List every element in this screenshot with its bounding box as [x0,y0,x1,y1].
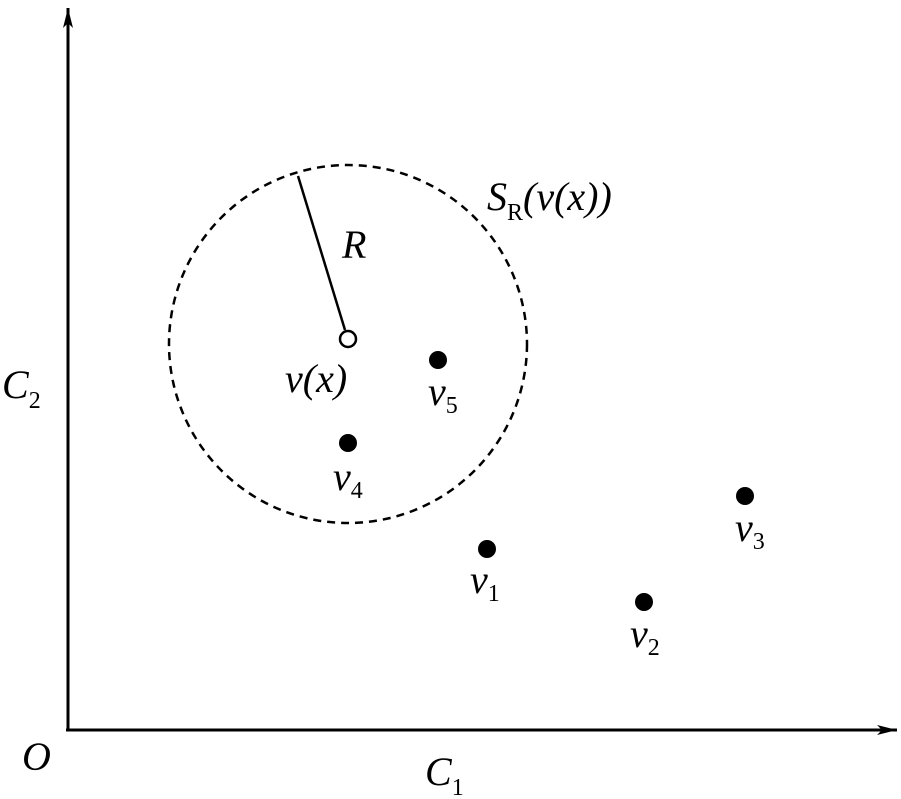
neighborhood-label-sub: R [507,200,523,226]
y-axis-label: C2 [2,362,41,414]
x-axis-label: C1 [425,749,464,799]
y-axis-label-base: C [2,362,30,407]
neighborhood-label-base: S [487,174,507,219]
point-label-sub: 2 [648,635,660,661]
neighborhood-circle [167,163,529,525]
neighborhood-label: SR(v(x)) [487,174,612,226]
origin-label: O [22,734,51,779]
point-label-sub: 4 [351,478,363,504]
point-label: v5 [428,369,458,419]
radius-line [296,175,347,331]
points: v1 v2 v3 v4 v5 [333,351,765,661]
neighborhood-label-tail: (v(x)) [523,174,612,219]
center-label: v(x) [285,356,347,401]
radius-label: R [341,222,366,267]
point-label-base: v [428,369,446,414]
point [635,593,653,611]
point-label-sub: 5 [446,393,458,419]
point-label-base: v [333,454,351,499]
x-axis-label-sub: 1 [452,775,464,799]
point-label-sub: 3 [753,529,765,555]
point [736,487,754,505]
point-label-base: v [470,557,488,602]
point [478,540,496,558]
point-label: v3 [735,505,765,555]
point-label-base: v [630,611,648,656]
point-label: v4 [333,454,363,504]
y-axis-label-sub: 2 [29,388,41,414]
point-label: v1 [470,557,500,607]
center-point [338,329,358,349]
point-label-sub: 1 [488,581,500,607]
point-label: v2 [630,611,660,661]
x-axis-label-base: C [425,749,453,794]
point-label-base: v [735,505,753,550]
point [429,351,447,369]
point [339,434,357,452]
